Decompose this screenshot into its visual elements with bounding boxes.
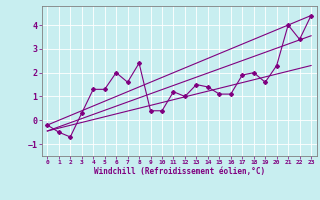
X-axis label: Windchill (Refroidissement éolien,°C): Windchill (Refroidissement éolien,°C) <box>94 167 265 176</box>
